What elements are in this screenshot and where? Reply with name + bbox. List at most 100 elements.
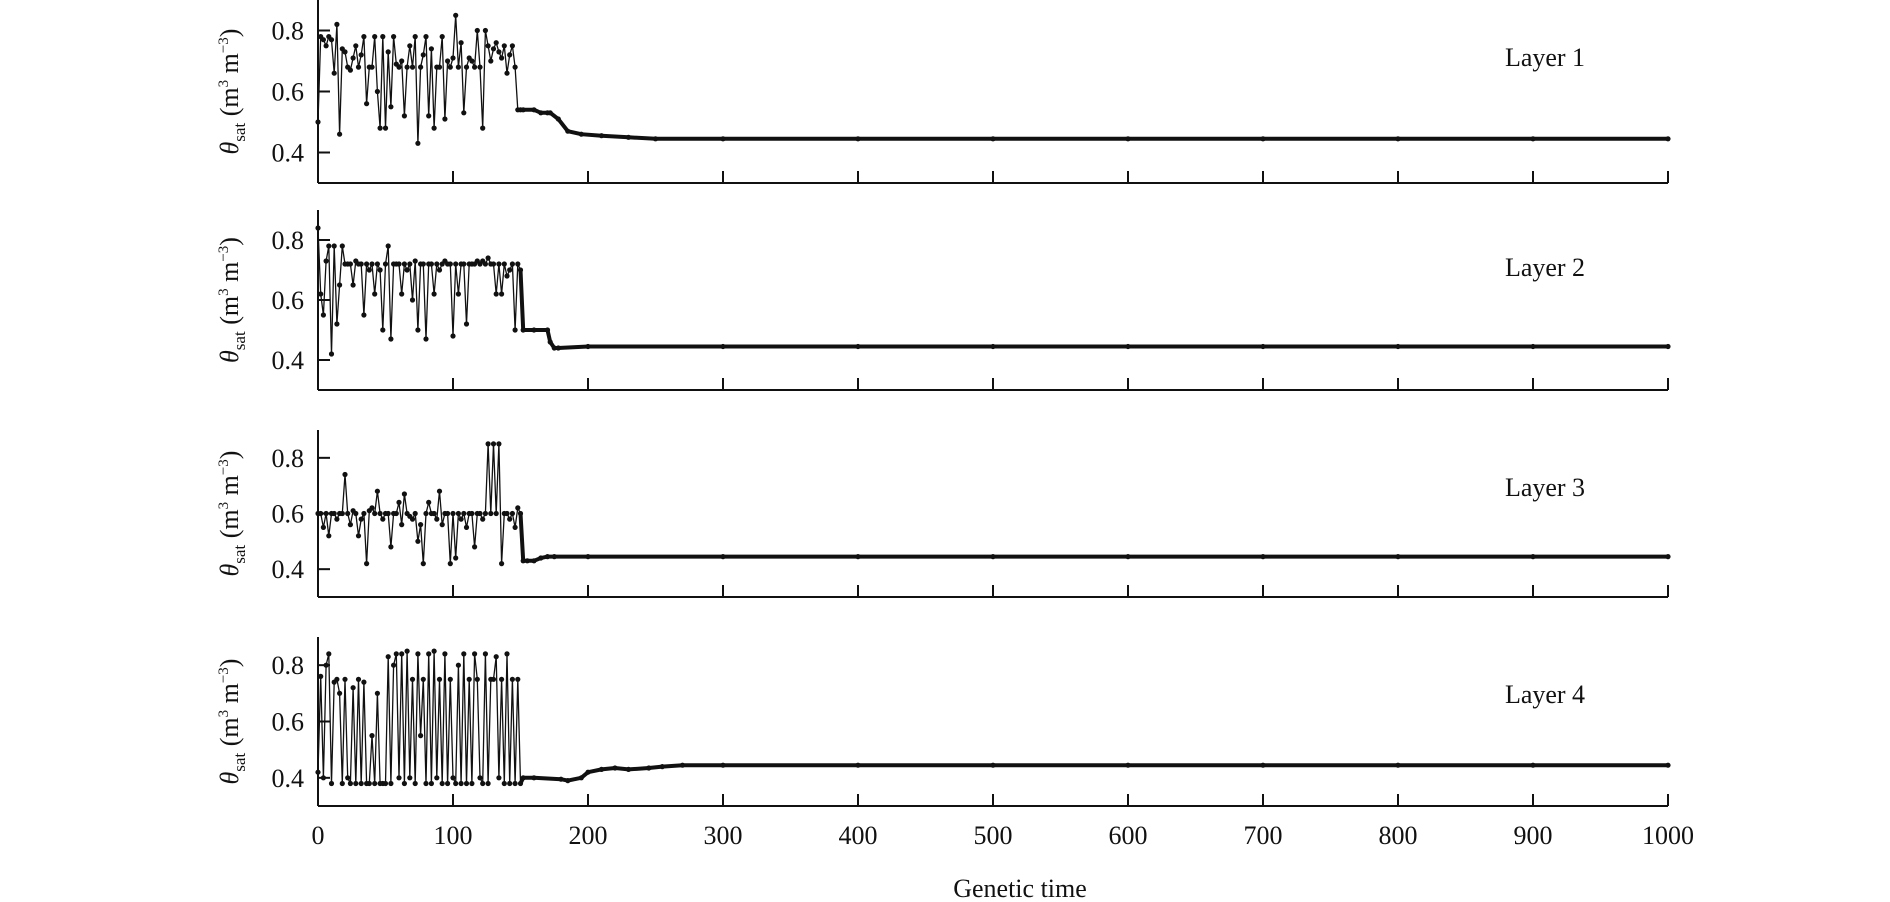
x-tick-label: 400: [839, 821, 878, 850]
data-point: [334, 516, 340, 522]
data-point: [458, 516, 464, 522]
data-point: [404, 648, 410, 654]
data-point: [323, 258, 329, 264]
data-point: [652, 136, 659, 142]
data-point: [445, 58, 451, 64]
data-point: [399, 651, 405, 657]
data-point: [990, 762, 996, 768]
data-point: [401, 113, 407, 119]
y-tick-label: 0.4: [272, 764, 305, 793]
data-point: [377, 267, 383, 273]
data-point: [331, 510, 337, 517]
data-point: [450, 333, 456, 339]
data-point: [480, 516, 486, 522]
data-point: [396, 261, 402, 267]
data-point: [420, 261, 426, 267]
data-point: [334, 321, 340, 327]
data-point: [350, 685, 356, 691]
data-point: [512, 780, 518, 787]
data-point: [517, 267, 524, 273]
y-tick-label: 0.6: [272, 286, 305, 315]
data-point: [517, 510, 524, 517]
data-point: [447, 261, 453, 267]
data-point: [504, 273, 510, 279]
panels: 0.4 0.6 0.8 θsat (m3 m−3) Layer 1 0.4 0.6 0.8 θs…: [215, 0, 1671, 807]
data-point: [385, 243, 391, 249]
data-point: [490, 441, 497, 447]
data-point: [1395, 554, 1401, 560]
data-point: [361, 510, 367, 517]
data-point: [507, 267, 513, 273]
data-point: [434, 775, 440, 781]
data-point: [350, 282, 356, 288]
y-tick-label: 0.6: [272, 500, 305, 529]
data-point: [396, 499, 402, 505]
data-point: [472, 651, 478, 657]
data-point: [393, 651, 399, 657]
x-tick-label: 900: [1514, 821, 1553, 850]
data-point: [326, 243, 332, 249]
data-point: [320, 37, 326, 43]
data-point: [477, 510, 483, 517]
data-point: [412, 510, 418, 517]
data-point: [328, 351, 335, 357]
y-axis-label: θsat (m3 m−3): [215, 237, 249, 363]
data-point: [388, 104, 394, 110]
data-point: [720, 136, 726, 142]
data-point: [391, 34, 397, 40]
data-point: [499, 55, 505, 61]
y-tick-label: 0.4: [272, 346, 305, 375]
data-point: [990, 136, 996, 142]
data-point: [382, 261, 389, 267]
data-point: [342, 49, 348, 55]
data-point: [578, 775, 584, 781]
data-point: [431, 648, 437, 654]
data-point: [565, 128, 571, 134]
data-point: [565, 778, 571, 784]
data-point: [326, 651, 332, 657]
data-point: [431, 510, 437, 517]
data-point: [585, 769, 591, 775]
data-point: [391, 662, 397, 668]
data-point: [372, 34, 378, 40]
data-point: [404, 267, 410, 273]
x-axis-label: Genetic time: [953, 874, 1087, 902]
data-point: [455, 64, 461, 70]
data-point: [485, 441, 491, 447]
data-point: [496, 775, 502, 781]
data-point: [347, 67, 353, 73]
data-point: [345, 775, 351, 781]
x-tick-label: 800: [1379, 821, 1418, 850]
data-point: [358, 780, 364, 787]
data-point: [1665, 136, 1671, 142]
data-point: [328, 37, 335, 43]
data-point: [482, 651, 488, 657]
data-point: [412, 258, 418, 264]
data-point: [369, 261, 375, 267]
data-point: [412, 34, 418, 40]
data-point: [447, 676, 453, 682]
data-point: [458, 40, 464, 46]
data-point: [407, 261, 413, 267]
data-point: [493, 510, 499, 517]
data-point: [496, 441, 502, 447]
data-point: [388, 336, 394, 342]
data-point: [442, 116, 448, 122]
data-point: [517, 780, 524, 787]
data-point: [385, 654, 391, 660]
data-point: [331, 243, 337, 249]
data-point: [372, 291, 378, 297]
data-point: [415, 538, 421, 544]
data-point: [423, 34, 429, 40]
data-point: [520, 107, 526, 113]
data-point: [315, 769, 321, 775]
data-point: [501, 43, 507, 49]
data-point: [382, 125, 389, 131]
data-point: [418, 64, 424, 70]
data-point: [496, 261, 502, 267]
data-point: [1395, 343, 1401, 350]
data-point: [404, 64, 410, 70]
data-point: [490, 261, 497, 267]
data-point: [380, 327, 386, 333]
data-point: [482, 510, 488, 517]
